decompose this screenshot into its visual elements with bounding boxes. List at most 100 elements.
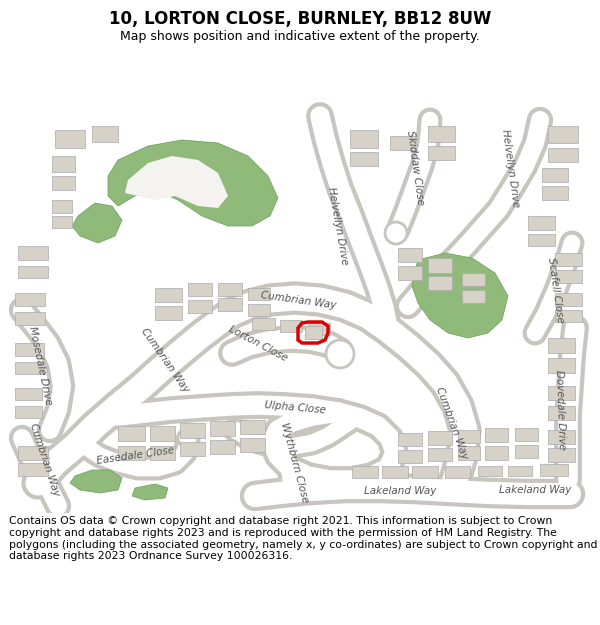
Polygon shape bbox=[390, 136, 415, 150]
Polygon shape bbox=[132, 484, 168, 500]
Polygon shape bbox=[548, 430, 575, 444]
Polygon shape bbox=[15, 406, 42, 418]
Polygon shape bbox=[52, 176, 75, 190]
Polygon shape bbox=[240, 420, 265, 434]
Polygon shape bbox=[280, 320, 302, 332]
Polygon shape bbox=[218, 298, 242, 311]
Text: Cumbrian Way: Cumbrian Way bbox=[434, 386, 470, 461]
Polygon shape bbox=[548, 386, 575, 400]
Polygon shape bbox=[248, 304, 270, 316]
Polygon shape bbox=[412, 253, 508, 338]
Polygon shape bbox=[458, 430, 480, 443]
Text: Dovedale Drive: Dovedale Drive bbox=[554, 370, 566, 450]
Polygon shape bbox=[72, 203, 122, 243]
Polygon shape bbox=[508, 466, 532, 476]
Polygon shape bbox=[248, 288, 270, 300]
Polygon shape bbox=[485, 428, 508, 442]
Polygon shape bbox=[15, 362, 44, 374]
Polygon shape bbox=[18, 446, 48, 460]
Text: Wythburn Close: Wythburn Close bbox=[280, 422, 311, 504]
Polygon shape bbox=[52, 156, 75, 172]
Polygon shape bbox=[210, 421, 235, 436]
Polygon shape bbox=[125, 156, 228, 208]
Text: Helvellyn Drive: Helvellyn Drive bbox=[500, 128, 520, 208]
Polygon shape bbox=[428, 146, 455, 160]
Polygon shape bbox=[108, 140, 278, 226]
Polygon shape bbox=[548, 358, 575, 373]
Polygon shape bbox=[118, 426, 145, 441]
Circle shape bbox=[385, 222, 407, 244]
Text: Skiddaw Close: Skiddaw Close bbox=[405, 130, 425, 206]
Polygon shape bbox=[555, 310, 582, 322]
Polygon shape bbox=[548, 448, 575, 462]
Polygon shape bbox=[305, 326, 322, 339]
Polygon shape bbox=[352, 466, 378, 478]
Polygon shape bbox=[428, 276, 452, 290]
Polygon shape bbox=[180, 423, 205, 438]
Polygon shape bbox=[252, 318, 275, 330]
Text: Cumbrian Way: Cumbrian Way bbox=[28, 422, 62, 498]
Text: Mosedale Drive: Mosedale Drive bbox=[27, 326, 53, 406]
Polygon shape bbox=[350, 130, 378, 148]
Polygon shape bbox=[188, 283, 212, 296]
Polygon shape bbox=[15, 293, 45, 306]
Polygon shape bbox=[428, 448, 452, 461]
Polygon shape bbox=[515, 445, 538, 458]
Polygon shape bbox=[398, 266, 422, 280]
Polygon shape bbox=[218, 283, 242, 296]
Polygon shape bbox=[555, 253, 582, 266]
Polygon shape bbox=[308, 323, 330, 335]
Text: Lakeland Way: Lakeland Way bbox=[364, 486, 436, 496]
Polygon shape bbox=[555, 293, 582, 306]
Polygon shape bbox=[55, 130, 85, 148]
Polygon shape bbox=[478, 466, 502, 476]
Polygon shape bbox=[15, 312, 45, 325]
Polygon shape bbox=[540, 464, 568, 476]
Circle shape bbox=[326, 340, 354, 368]
Polygon shape bbox=[398, 248, 422, 262]
Polygon shape bbox=[70, 470, 122, 493]
Polygon shape bbox=[18, 246, 48, 260]
Polygon shape bbox=[298, 334, 305, 343]
Polygon shape bbox=[240, 438, 265, 452]
Polygon shape bbox=[428, 431, 452, 445]
Polygon shape bbox=[462, 273, 485, 286]
Polygon shape bbox=[180, 442, 205, 456]
Polygon shape bbox=[528, 234, 555, 246]
Polygon shape bbox=[515, 428, 538, 441]
Polygon shape bbox=[462, 290, 485, 303]
Polygon shape bbox=[150, 426, 175, 441]
Polygon shape bbox=[528, 216, 555, 230]
Polygon shape bbox=[155, 288, 182, 302]
Polygon shape bbox=[382, 466, 408, 478]
Text: Ulpha Close: Ulpha Close bbox=[264, 401, 326, 416]
Polygon shape bbox=[350, 152, 378, 166]
Polygon shape bbox=[548, 406, 575, 420]
Polygon shape bbox=[398, 433, 422, 446]
Polygon shape bbox=[15, 343, 44, 356]
Polygon shape bbox=[458, 446, 480, 460]
Polygon shape bbox=[18, 266, 48, 278]
Text: Easedale Close: Easedale Close bbox=[95, 446, 175, 466]
Polygon shape bbox=[15, 388, 42, 400]
Text: Scafell Close: Scafell Close bbox=[547, 257, 566, 323]
Polygon shape bbox=[445, 466, 470, 478]
Polygon shape bbox=[52, 216, 72, 228]
Polygon shape bbox=[542, 168, 568, 182]
Polygon shape bbox=[428, 258, 452, 273]
Polygon shape bbox=[210, 440, 235, 454]
Polygon shape bbox=[188, 300, 212, 313]
Text: 10, LORTON CLOSE, BURNLEY, BB12 8UW: 10, LORTON CLOSE, BURNLEY, BB12 8UW bbox=[109, 9, 491, 28]
Polygon shape bbox=[555, 270, 582, 283]
Polygon shape bbox=[118, 446, 145, 460]
Polygon shape bbox=[398, 450, 422, 463]
Polygon shape bbox=[52, 200, 72, 213]
Polygon shape bbox=[428, 126, 455, 142]
Polygon shape bbox=[92, 126, 118, 142]
Polygon shape bbox=[412, 466, 438, 478]
Text: Cumbrian Way: Cumbrian Way bbox=[139, 326, 191, 394]
Polygon shape bbox=[548, 338, 575, 353]
Text: Lakeland Way: Lakeland Way bbox=[499, 485, 571, 495]
Polygon shape bbox=[18, 463, 48, 476]
Text: Lorton Close: Lorton Close bbox=[227, 324, 289, 364]
